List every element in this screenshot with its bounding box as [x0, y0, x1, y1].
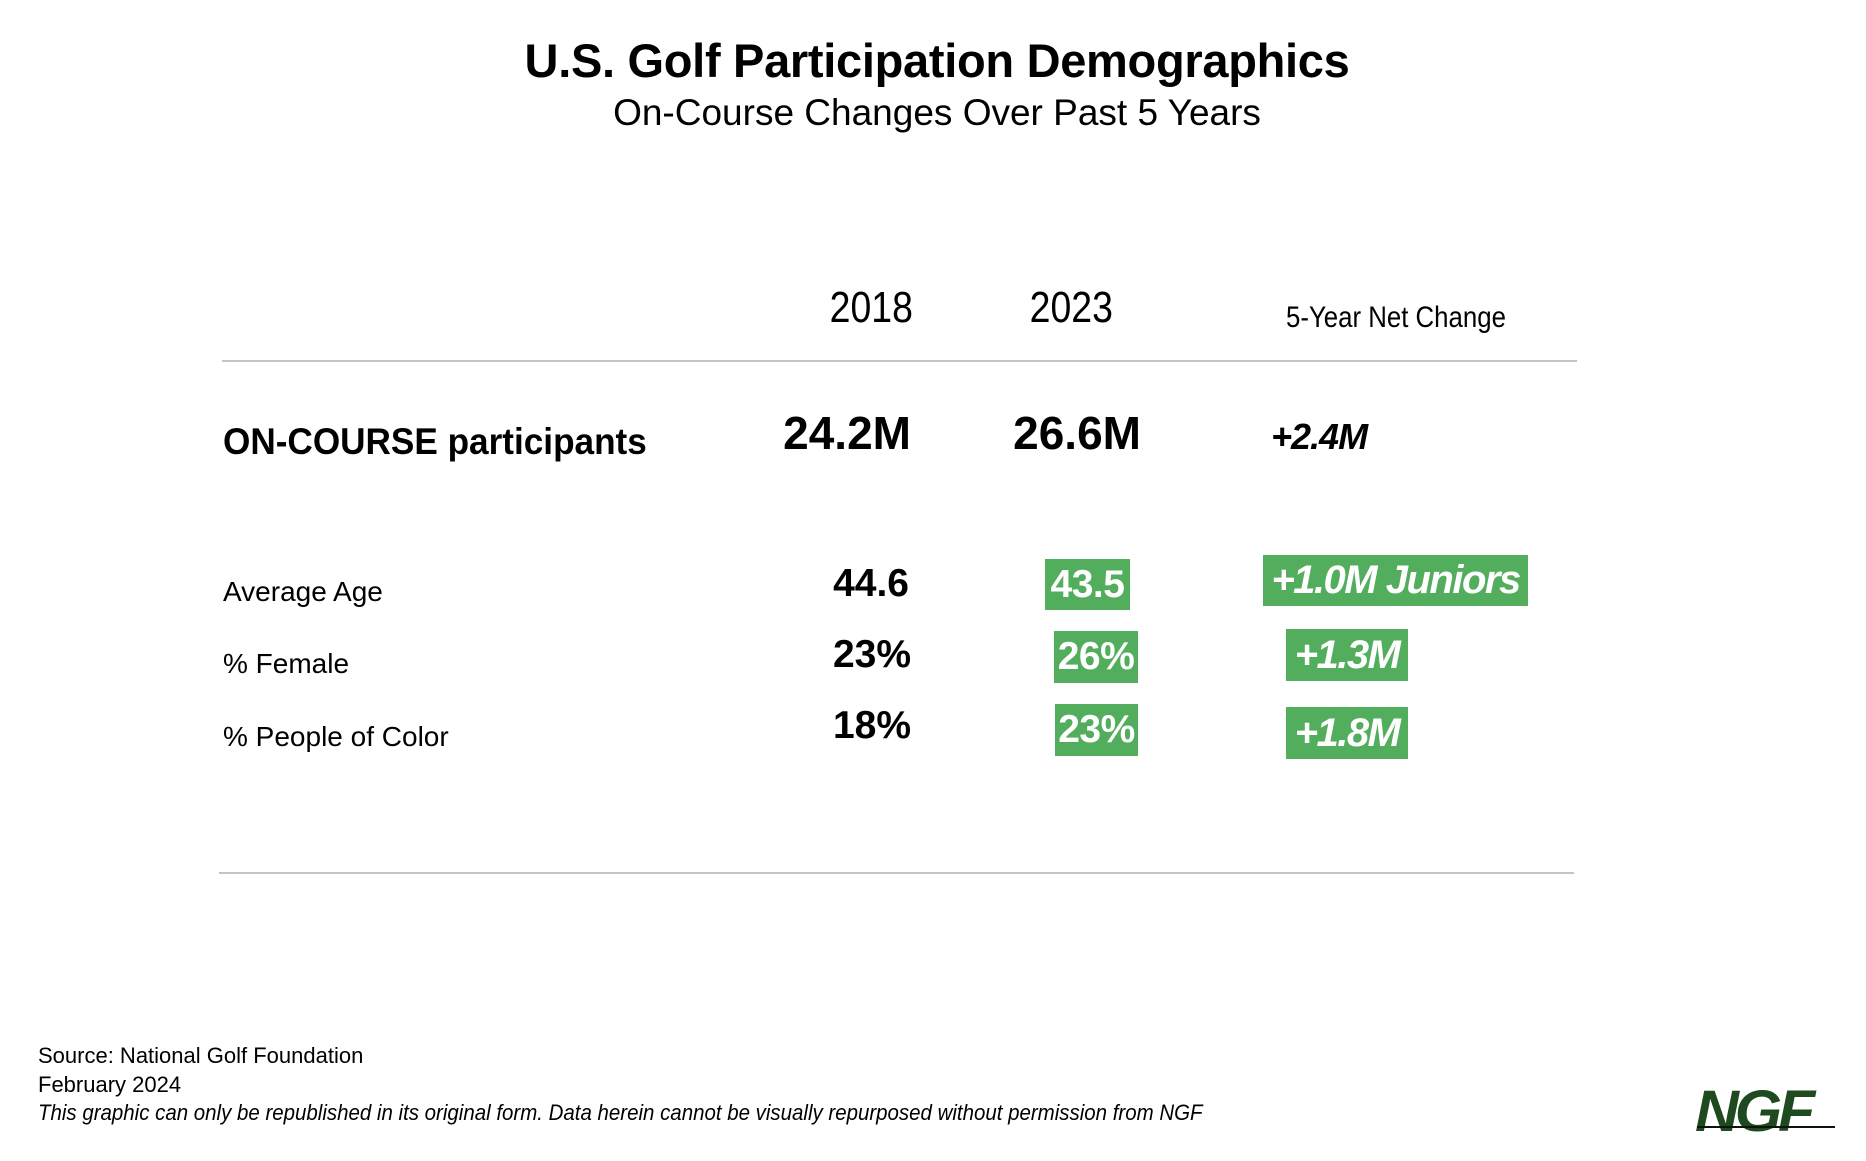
female-2023-highlight: 26%: [1054, 631, 1138, 683]
column-header-2018: 2018: [829, 283, 913, 332]
ngf-logo-underline: [1697, 1126, 1835, 1128]
female-net-change-highlight: +1.3M: [1286, 629, 1408, 681]
ngf-logo: NGF: [1695, 1079, 1841, 1144]
source-note: Source: National Golf Foundation: [38, 1043, 364, 1068]
people-of-color-2018-value: 18%: [832, 704, 911, 747]
participants-net-change: +2.4M: [1271, 416, 1368, 457]
people-of-color-net-change-highlight: +1.8M: [1286, 707, 1408, 759]
people-of-color-net-change: +1.8M: [1294, 710, 1401, 755]
average-age-2023-highlight: 43.5: [1045, 559, 1130, 610]
page-title: U.S. Golf Participation Demographics: [524, 34, 1350, 87]
female-2018-value: 23%: [832, 633, 911, 676]
page-subtitle: On-Course Changes Over Past 5 Years: [613, 92, 1261, 133]
row-label-people-of-color: % People of Color: [223, 721, 449, 752]
average-age-net-change: +1.0M Juniors: [1271, 558, 1521, 602]
row-label-average-age: Average Age: [223, 576, 383, 607]
people-of-color-2023-value: 23%: [1058, 708, 1135, 751]
column-header-net-change: 5-Year Net Change: [1286, 301, 1506, 334]
bottom-divider: [219, 872, 1574, 874]
average-age-2018-value: 44.6: [833, 562, 909, 605]
participants-2023-value: 26.6M: [1013, 407, 1141, 459]
participants-label: ON-COURSE participants: [223, 421, 647, 462]
column-header-2023: 2023: [1029, 283, 1113, 332]
top-divider: [222, 360, 1577, 362]
publication-date: February 2024: [38, 1072, 182, 1097]
participants-2018-value: 24.2M: [783, 407, 911, 459]
usage-disclaimer: This graphic can only be republished in …: [38, 1100, 1203, 1125]
female-2023-value: 26%: [1057, 635, 1135, 678]
row-label-female: % Female: [223, 648, 350, 679]
ngf-logo-text: NGF: [1695, 1079, 1815, 1144]
people-of-color-2023-highlight: 23%: [1055, 704, 1138, 756]
average-age-net-change-highlight: +1.0M Juniors: [1263, 555, 1528, 606]
average-age-2023-value: 43.5: [1050, 562, 1125, 606]
female-net-change: +1.3M: [1294, 632, 1401, 677]
